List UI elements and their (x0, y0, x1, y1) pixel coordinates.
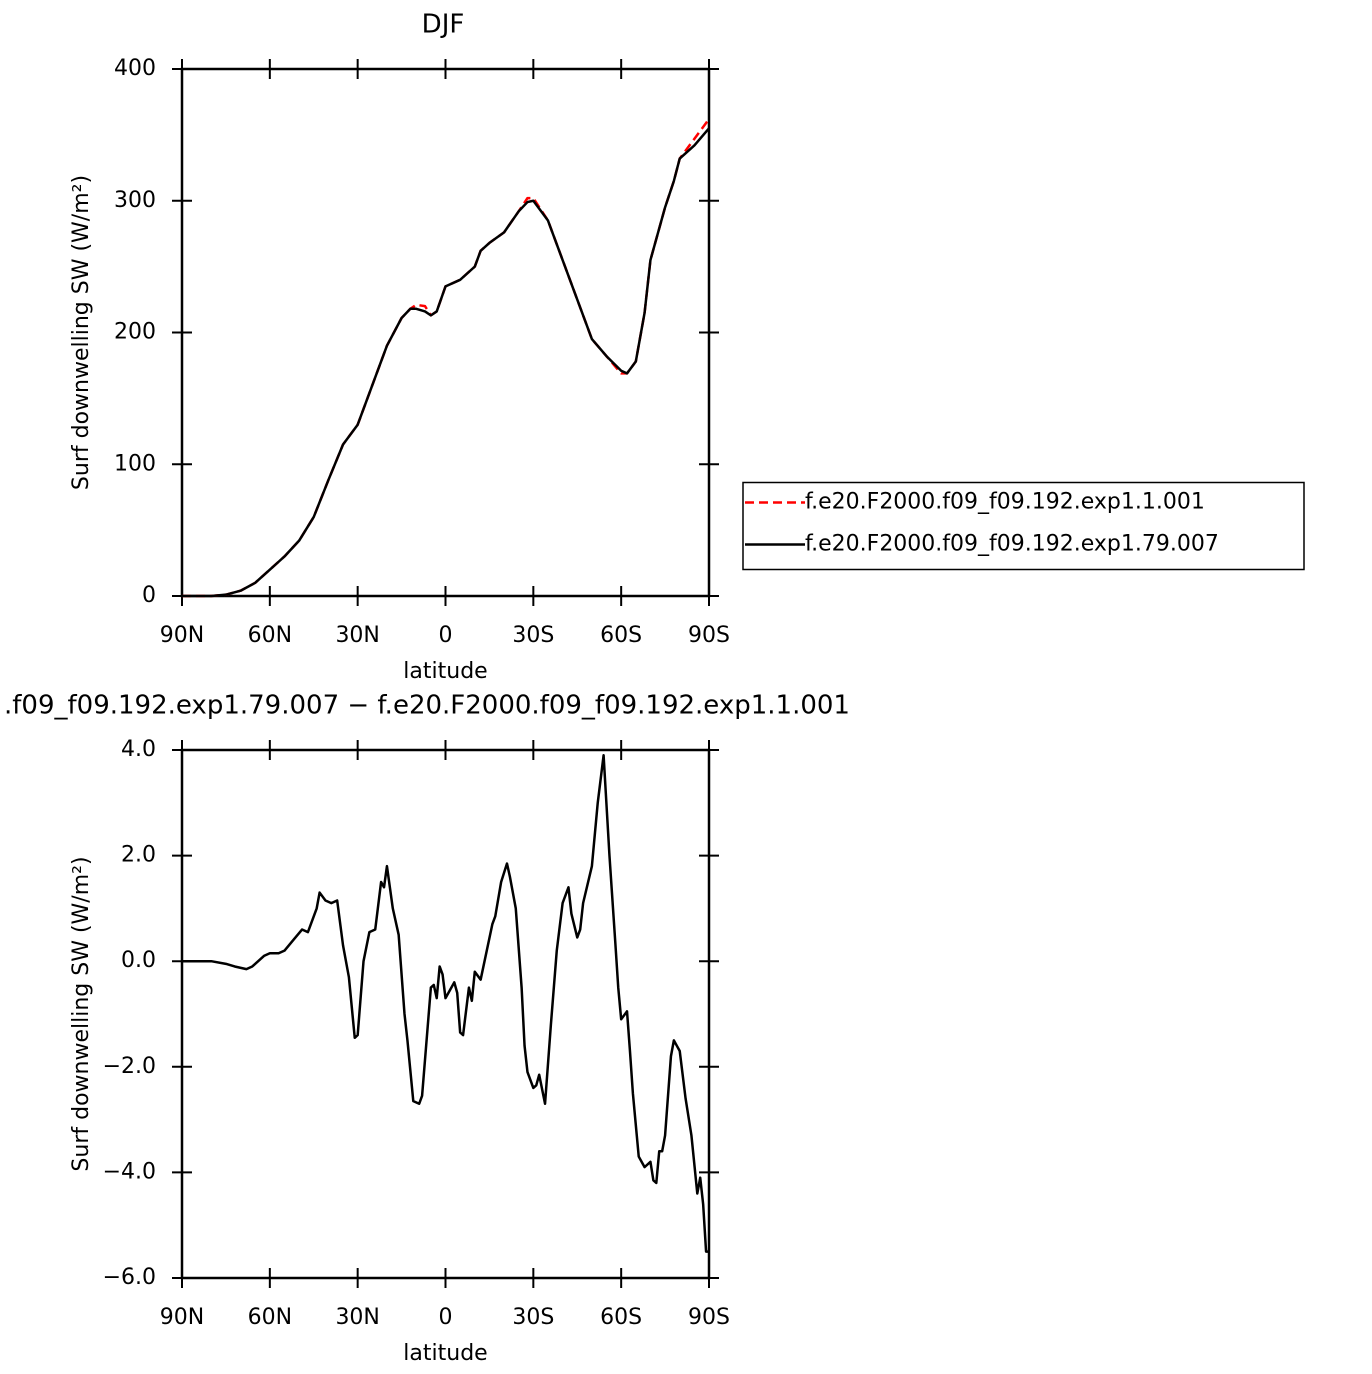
y-tick-label: 4.0 (121, 737, 156, 762)
y-tick-label: 0 (142, 583, 156, 608)
chart-title: .f09_f09.192.exp1.79.007 − f.e20.F2000.f… (4, 691, 850, 721)
y-tick-label: 400 (114, 56, 156, 81)
x-tick-label: 0 (439, 1305, 453, 1330)
x-tick-label: 30N (335, 1305, 379, 1330)
y-tick-label: 200 (114, 320, 156, 345)
x-tick-label: 0 (439, 623, 453, 648)
y-tick-label: 100 (114, 451, 156, 476)
x-tick-label: 30S (512, 623, 554, 648)
legend-label: f.e20.F2000.f09_f09.192.exp1.1.001 (805, 490, 1205, 515)
legend-box (742, 481, 1305, 571)
x-tick-label: 90N (160, 623, 204, 648)
data-line (182, 118, 711, 598)
plot-frame (180, 748, 711, 1280)
legend-label: f.e20.F2000.f09_f09.192.exp1.79.007 (805, 532, 1219, 557)
chart-title: DJF (422, 10, 465, 40)
y-tick-label: 0.0 (121, 948, 156, 973)
y-tick-label: 2.0 (121, 843, 156, 868)
x-tick-label: 90S (688, 1305, 730, 1330)
x-tick-label: 30N (335, 623, 379, 648)
y-axis-label: Surf downwelling SW (W/m²) (69, 175, 94, 490)
x-tick-label: 60S (600, 1305, 642, 1330)
plot-frame (180, 67, 711, 598)
x-tick-label: 60N (248, 1305, 292, 1330)
y-tick-label: −4.0 (103, 1159, 156, 1184)
x-axis-label: latitude (403, 1341, 487, 1366)
x-tick-label: 60S (600, 623, 642, 648)
y-tick-label: −6.0 (103, 1265, 156, 1290)
y-axis-label: Surf downwelling SW (W/m²) (69, 856, 94, 1171)
y-tick-label: 300 (114, 188, 156, 213)
y-tick-label: −2.0 (103, 1054, 156, 1079)
x-tick-label: 30S (512, 1305, 554, 1330)
x-tick-label: 90S (688, 623, 730, 648)
x-tick-label: 60N (248, 623, 292, 648)
data-line (182, 127, 710, 598)
x-axis-label: latitude (403, 659, 487, 684)
data-line (182, 754, 709, 1253)
x-tick-label: 90N (160, 1305, 204, 1330)
